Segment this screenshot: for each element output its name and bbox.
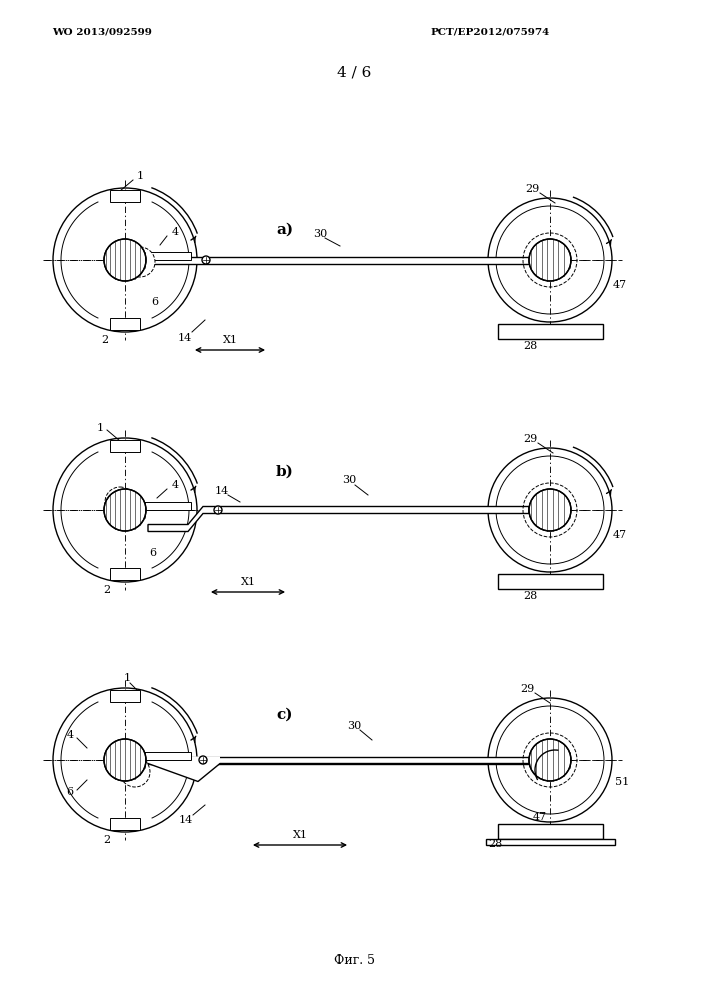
- Text: 51: 51: [615, 777, 629, 787]
- Text: 30: 30: [347, 721, 361, 731]
- Bar: [498, 574, 603, 589]
- Bar: [144, 502, 191, 510]
- Circle shape: [120, 757, 150, 787]
- Bar: [486, 839, 615, 845]
- Text: a): a): [276, 223, 294, 237]
- Circle shape: [199, 756, 207, 764]
- Text: 14: 14: [215, 486, 229, 496]
- Bar: [110, 318, 140, 330]
- Text: c): c): [277, 708, 293, 722]
- Text: 29: 29: [525, 184, 539, 194]
- Text: b): b): [276, 465, 294, 479]
- Text: 1: 1: [123, 673, 130, 683]
- Text: 30: 30: [313, 229, 327, 239]
- Text: 6: 6: [152, 297, 159, 307]
- Text: 28: 28: [523, 591, 537, 601]
- Polygon shape: [146, 256, 529, 263]
- Text: 4: 4: [171, 227, 178, 237]
- Text: 6: 6: [67, 787, 74, 797]
- Bar: [144, 752, 191, 760]
- Text: 4 / 6: 4 / 6: [337, 65, 371, 79]
- Text: 6: 6: [149, 548, 156, 558]
- Circle shape: [529, 739, 571, 781]
- Text: PCT/EP2012/075974: PCT/EP2012/075974: [430, 27, 549, 36]
- Bar: [498, 824, 603, 839]
- Circle shape: [202, 256, 210, 264]
- Polygon shape: [148, 756, 220, 782]
- Text: Фиг. 5: Фиг. 5: [333, 954, 375, 966]
- Circle shape: [529, 239, 571, 281]
- Circle shape: [214, 506, 222, 514]
- Polygon shape: [148, 756, 529, 764]
- Bar: [144, 252, 191, 260]
- Circle shape: [104, 239, 146, 281]
- Text: 2: 2: [101, 335, 108, 345]
- Circle shape: [529, 489, 571, 531]
- Text: 14: 14: [179, 815, 193, 825]
- Text: 29: 29: [523, 434, 537, 444]
- Text: 1: 1: [137, 171, 144, 181]
- Text: 29: 29: [520, 684, 534, 694]
- Bar: [110, 818, 140, 830]
- Circle shape: [105, 487, 135, 517]
- Bar: [110, 568, 140, 580]
- Bar: [110, 190, 140, 202]
- Text: 30: 30: [342, 475, 356, 485]
- Bar: [110, 440, 140, 452]
- Text: 14: 14: [178, 333, 192, 343]
- Bar: [110, 690, 140, 702]
- Text: 4: 4: [171, 480, 178, 490]
- Text: 1: 1: [96, 423, 103, 433]
- Text: X1: X1: [241, 577, 256, 587]
- Text: X1: X1: [222, 335, 237, 345]
- Text: 47: 47: [613, 280, 627, 290]
- Text: 28: 28: [488, 839, 502, 849]
- Circle shape: [104, 489, 146, 531]
- Circle shape: [125, 247, 155, 277]
- Text: 2: 2: [103, 585, 110, 595]
- Polygon shape: [148, 506, 529, 532]
- Circle shape: [104, 739, 146, 781]
- Text: 28: 28: [523, 341, 537, 351]
- Text: 4: 4: [67, 730, 74, 740]
- Text: 2: 2: [103, 835, 110, 845]
- Text: WO 2013/092599: WO 2013/092599: [52, 27, 152, 36]
- Text: 47: 47: [613, 530, 627, 540]
- Text: 47: 47: [533, 812, 547, 822]
- Bar: [498, 324, 603, 339]
- Text: X1: X1: [292, 830, 307, 840]
